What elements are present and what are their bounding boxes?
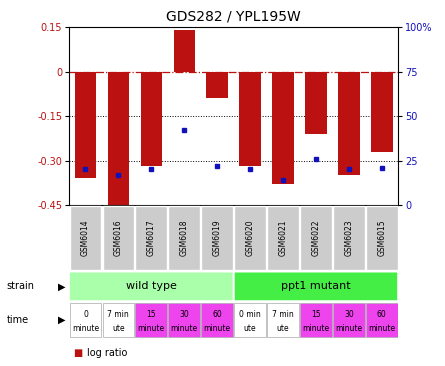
FancyBboxPatch shape: [69, 303, 101, 337]
FancyBboxPatch shape: [102, 206, 134, 269]
Text: time: time: [7, 315, 29, 325]
Text: ppt1 mutant: ppt1 mutant: [281, 281, 351, 291]
Text: minute: minute: [303, 324, 329, 333]
Text: GSM6014: GSM6014: [81, 220, 90, 256]
Bar: [174, 30, 195, 72]
FancyBboxPatch shape: [201, 206, 233, 269]
Bar: [305, 72, 327, 134]
FancyBboxPatch shape: [234, 206, 266, 269]
Text: minute: minute: [138, 324, 165, 333]
Text: minute: minute: [336, 324, 362, 333]
Text: minute: minute: [204, 324, 231, 333]
FancyBboxPatch shape: [168, 206, 200, 269]
FancyBboxPatch shape: [168, 303, 200, 337]
Text: GSM6023: GSM6023: [344, 220, 353, 256]
Text: GSM6019: GSM6019: [213, 220, 222, 256]
Text: GSM6017: GSM6017: [147, 220, 156, 256]
Bar: [75, 72, 96, 178]
FancyBboxPatch shape: [201, 303, 233, 337]
Text: GSM6022: GSM6022: [312, 220, 320, 256]
Text: ute: ute: [244, 324, 256, 333]
Text: 30: 30: [179, 310, 189, 319]
FancyBboxPatch shape: [366, 303, 398, 337]
FancyBboxPatch shape: [267, 303, 299, 337]
FancyBboxPatch shape: [234, 303, 266, 337]
Text: GSM6018: GSM6018: [180, 220, 189, 256]
Text: GDS282 / YPL195W: GDS282 / YPL195W: [166, 9, 301, 23]
FancyBboxPatch shape: [300, 206, 332, 269]
Text: strain: strain: [7, 281, 35, 291]
FancyBboxPatch shape: [234, 272, 398, 301]
Text: wild type: wild type: [126, 281, 177, 291]
Text: ute: ute: [277, 324, 289, 333]
Text: GSM6021: GSM6021: [279, 220, 287, 256]
Text: 0 min: 0 min: [239, 310, 261, 319]
Text: minute: minute: [368, 324, 395, 333]
Text: 15: 15: [311, 310, 321, 319]
Text: GSM6015: GSM6015: [377, 220, 386, 256]
Text: minute: minute: [171, 324, 198, 333]
FancyBboxPatch shape: [333, 303, 365, 337]
Bar: [371, 72, 392, 152]
Text: ute: ute: [112, 324, 125, 333]
FancyBboxPatch shape: [333, 206, 365, 269]
Bar: [108, 72, 129, 208]
FancyBboxPatch shape: [69, 272, 233, 301]
FancyBboxPatch shape: [69, 206, 101, 269]
FancyBboxPatch shape: [300, 303, 332, 337]
Text: 15: 15: [146, 310, 156, 319]
Text: 60: 60: [212, 310, 222, 319]
FancyBboxPatch shape: [135, 303, 167, 337]
FancyBboxPatch shape: [267, 206, 299, 269]
Text: ■: ■: [73, 348, 83, 358]
Text: GSM6016: GSM6016: [114, 220, 123, 256]
Text: 7 min: 7 min: [272, 310, 294, 319]
Bar: [239, 72, 261, 167]
FancyBboxPatch shape: [135, 206, 167, 269]
Bar: [141, 72, 162, 167]
Bar: [272, 72, 294, 184]
Text: minute: minute: [72, 324, 99, 333]
Text: ▶: ▶: [58, 315, 65, 325]
Text: GSM6020: GSM6020: [246, 220, 255, 256]
Text: 7 min: 7 min: [108, 310, 129, 319]
Text: 60: 60: [377, 310, 387, 319]
Text: 0: 0: [83, 310, 88, 319]
Text: log ratio: log ratio: [87, 348, 127, 358]
Text: ▶: ▶: [58, 281, 65, 291]
FancyBboxPatch shape: [102, 303, 134, 337]
Text: 30: 30: [344, 310, 354, 319]
Bar: [338, 72, 360, 175]
FancyBboxPatch shape: [366, 206, 398, 269]
Bar: [206, 72, 228, 98]
